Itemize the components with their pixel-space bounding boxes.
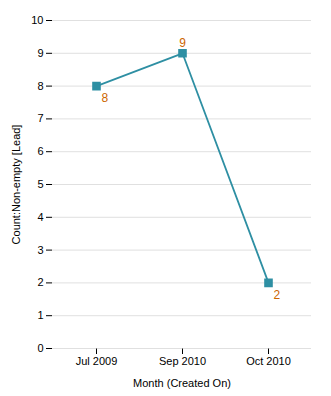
svg-text:Sep 2010: Sep 2010 [159,355,206,367]
svg-text:5: 5 [37,178,43,190]
svg-text:Count:Non-empty [Lead]: Count:Non-empty [Lead] [10,125,22,245]
svg-text:7: 7 [37,112,43,124]
svg-text:9: 9 [37,47,43,59]
svg-text:2: 2 [37,276,43,288]
svg-text:Month (Created On): Month (Created On) [133,377,231,389]
svg-text:2: 2 [274,288,281,302]
svg-text:0: 0 [37,342,43,354]
svg-text:3: 3 [37,244,43,256]
svg-text:Oct 2010: Oct 2010 [246,355,291,367]
svg-text:9: 9 [179,36,186,50]
svg-text:8: 8 [37,80,43,92]
svg-text:1: 1 [37,309,43,321]
svg-text:4: 4 [37,211,43,223]
svg-text:8: 8 [102,91,109,105]
svg-text:10: 10 [31,14,43,26]
svg-text:Jul 2009: Jul 2009 [76,355,118,367]
svg-text:6: 6 [37,145,43,157]
